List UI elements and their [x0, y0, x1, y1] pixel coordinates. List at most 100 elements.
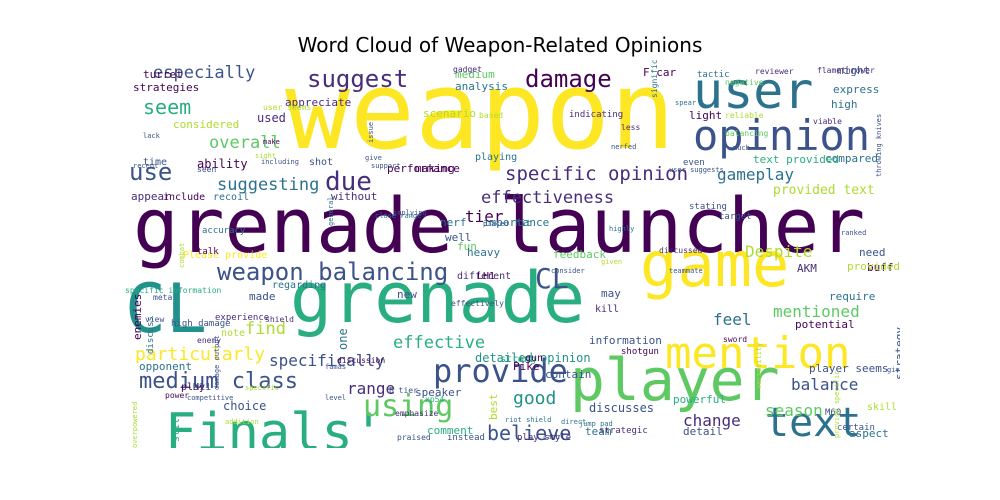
word-34: Despite: [745, 242, 812, 261]
word-95: aspect: [849, 427, 889, 440]
word-98: strategic: [599, 426, 648, 436]
word-139: stating: [689, 202, 727, 212]
word-40: good: [513, 388, 556, 409]
word-24: overall: [209, 133, 281, 153]
word-188: lack: [143, 132, 161, 140]
word-117: turret: [143, 68, 183, 81]
word-7: user: [693, 62, 813, 120]
word-14: CL: [535, 262, 569, 295]
word-67: importance: [483, 216, 549, 229]
word-82: different: [457, 271, 511, 282]
word-131: support: [371, 162, 401, 170]
word-52: considered: [173, 118, 239, 131]
word-190: addition: [225, 418, 259, 426]
word-96: skill: [867, 402, 897, 413]
word-109: B tier: [389, 386, 418, 395]
word-149: high damage: [171, 319, 231, 329]
word-123: scenario: [423, 107, 476, 120]
word-162: given: [601, 258, 622, 266]
word-153: discussed: [659, 246, 703, 255]
word-179: give: [365, 154, 382, 162]
word-70: well: [445, 231, 472, 244]
word-84: new: [397, 288, 417, 301]
word-17: due: [325, 167, 372, 197]
word-178: including: [261, 158, 299, 166]
word-161: highly: [609, 225, 634, 233]
word-54: appreciate: [285, 96, 351, 109]
word-136: recoil: [213, 192, 249, 203]
word-157: based: [479, 111, 503, 120]
word-45: comment: [427, 424, 473, 437]
word-5: player: [570, 346, 780, 414]
word-30: specifically: [269, 351, 385, 370]
word-22: specific opinion: [505, 163, 688, 185]
word-115: certain: [837, 423, 875, 433]
word-33: tier: [465, 207, 504, 226]
word-12: using: [363, 389, 453, 424]
word-175: general: [327, 196, 335, 226]
word-10: text: [765, 400, 861, 446]
word-46: information: [589, 334, 662, 347]
word-80: made: [249, 290, 276, 303]
word-158: tactic: [697, 70, 730, 80]
word-63: compared: [825, 152, 878, 165]
word-125: less: [621, 123, 640, 132]
word-148: effectively: [451, 299, 504, 308]
word-94: detail: [683, 425, 723, 438]
word-65: making: [415, 162, 455, 175]
word-43: discusses: [589, 401, 654, 415]
word-77: feedback: [553, 248, 606, 261]
word-169: level: [325, 394, 346, 402]
word-170: competitive: [187, 394, 233, 402]
word-108: power: [165, 391, 189, 400]
word-126: significant: [650, 60, 659, 98]
word-172: direct: [561, 418, 586, 426]
word-89: speaker: [415, 386, 462, 399]
word-66: appear: [131, 190, 171, 203]
word-47: potential: [795, 318, 855, 331]
word-111: emphasize: [395, 409, 439, 418]
word-72: need: [859, 246, 886, 259]
word-79: kill: [595, 304, 619, 315]
word-159: reliable: [725, 111, 764, 120]
word-85: Please provide: [183, 250, 267, 261]
word-36: mentioned: [773, 302, 860, 321]
word-32: range: [347, 379, 395, 398]
word-137: without: [331, 190, 377, 203]
word-8: opinion: [693, 111, 870, 160]
word-78: may: [601, 287, 621, 300]
word-57: medium: [455, 68, 495, 81]
word-124: indicating: [569, 110, 623, 120]
word-155: user seems: [263, 103, 311, 112]
word-97: team: [585, 425, 612, 438]
word-58: analysis: [455, 80, 508, 93]
word-2: game: [640, 228, 789, 301]
word-68: fun: [457, 240, 477, 253]
word-183: teammate: [669, 267, 703, 275]
word-106: enemies: [131, 294, 144, 340]
word-49: player seems: [809, 362, 888, 375]
word-27: gameplay: [717, 165, 794, 184]
word-69: nerf: [440, 216, 467, 229]
word-90: strong: [500, 354, 536, 365]
word-75: provided: [847, 260, 900, 273]
word-25: suggesting: [217, 175, 319, 195]
word-13: weapon balancing: [217, 258, 448, 286]
word-21: believe: [487, 421, 571, 445]
word-50: performance: [387, 162, 460, 175]
word-60: express: [833, 83, 879, 96]
word-145: view: [145, 315, 164, 324]
word-101: best: [487, 394, 500, 421]
word-41: provided text: [773, 183, 875, 198]
word-31: effective: [393, 333, 485, 353]
word-105: discuss: [146, 316, 156, 354]
word-132: shot: [309, 157, 333, 168]
word-184: given text: [887, 366, 900, 374]
word-28: particularly: [135, 344, 265, 365]
word-88: Pike: [513, 360, 540, 373]
word-48: strategy: [893, 327, 900, 380]
word-173: consider: [551, 267, 585, 275]
word-9: mention: [665, 328, 850, 379]
word-81: note: [221, 328, 245, 339]
